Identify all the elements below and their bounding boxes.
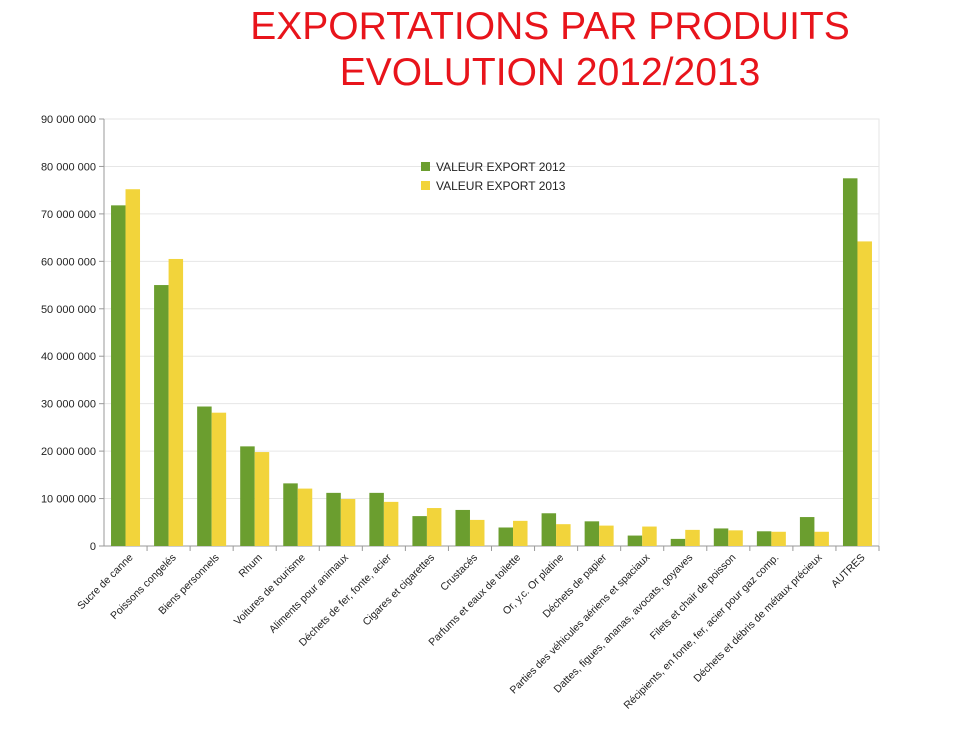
bar-2013 [685, 529, 700, 546]
bar-2013 [211, 412, 227, 546]
y-tick-label: 50 000 000 [41, 304, 96, 316]
y-tick-label: 60 000 000 [41, 256, 96, 268]
bar-2012 [240, 446, 255, 546]
bar-2013 [340, 499, 356, 546]
bar-2012 [627, 535, 643, 546]
bar-2013 [383, 501, 399, 546]
bar-2012 [369, 492, 384, 546]
x-tick-label: Cigares et cigarettes [360, 552, 437, 629]
x-tick-label: Rhum [237, 551, 265, 579]
y-tick-label: 80 000 000 [41, 161, 96, 173]
bar-2012 [756, 531, 772, 546]
chart-title-line2: EVOLUTION 2012/2013 [339, 51, 761, 94]
bar-2013 [513, 520, 528, 546]
bar-2012 [111, 205, 126, 547]
y-tick-label: 0 [90, 541, 96, 553]
bar-2013 [857, 241, 872, 546]
y-tick-label: 30 000 000 [41, 399, 96, 411]
bar-2012 [498, 527, 514, 546]
bar-2012 [154, 285, 169, 546]
bar-2012 [326, 492, 341, 546]
bar-2013 [599, 525, 614, 546]
x-tick-label: Aliments pour animaux [267, 551, 352, 636]
bar-2012 [842, 178, 858, 547]
bar-2012 [799, 517, 815, 546]
bar-2012 [541, 513, 557, 546]
y-tick-label: 10 000 000 [41, 494, 96, 506]
y-tick-label: 40 000 000 [41, 351, 96, 363]
bar-2013 [771, 531, 786, 546]
y-tick-label: 70 000 000 [41, 209, 96, 221]
x-tick-label: Récipients, en fonte, fer, acier pour ga… [622, 552, 782, 712]
x-tick-label: Crustacés [438, 552, 480, 594]
bar-2013 [297, 488, 313, 546]
bar-2013 [556, 524, 571, 546]
bar-2013 [814, 531, 829, 546]
x-tick-label: Voitures de tourisme [232, 552, 308, 628]
bar-2012 [455, 509, 470, 546]
bar-2012 [412, 516, 427, 546]
bar-2012 [713, 528, 729, 546]
bar-2013 [125, 189, 141, 546]
bar-2012 [584, 521, 600, 546]
bar-2013 [254, 452, 270, 546]
x-tick-label: AUTRES [829, 552, 868, 591]
bar-2013 [728, 530, 743, 546]
chart-title-line1: EXPORTATIONS PAR PRODUITS [250, 5, 850, 48]
bar-2012 [283, 483, 298, 546]
y-tick-label: 90 000 000 [41, 114, 96, 126]
legend-label-2012: VALEUR EXPORT 2012 [436, 160, 566, 174]
y-tick-label: 20 000 000 [41, 446, 96, 458]
bar-2013 [469, 519, 485, 546]
bar-2012 [197, 406, 212, 546]
legend-label-2013: VALEUR EXPORT 2013 [436, 179, 566, 193]
bar-2013 [168, 258, 184, 546]
legend-swatch-2012 [421, 162, 430, 171]
bar-2012 [670, 538, 686, 546]
bar-2013 [426, 508, 442, 546]
bar-2013 [642, 526, 657, 546]
legend-swatch-2013 [421, 181, 430, 190]
x-tick-label: Filets et chair de poisson [648, 552, 739, 643]
